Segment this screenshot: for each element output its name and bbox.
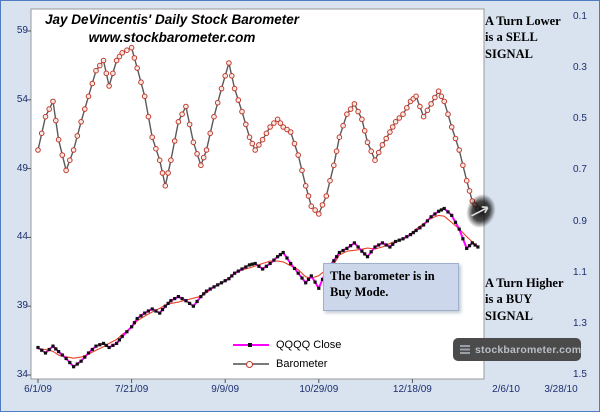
legend-item-qqqq: QQQQ Close bbox=[233, 335, 341, 354]
chart-website: www.stockbarometer.com bbox=[88, 29, 256, 45]
chart-title: Jay DeVincentis' Daily Stock Barometer bbox=[44, 12, 300, 27]
y-axis-right-tick-label: 1.3 bbox=[573, 317, 587, 329]
turn-highlight-blob bbox=[454, 181, 508, 241]
legend-label-barometer: Barometer bbox=[276, 357, 328, 370]
circle-marker-icon bbox=[246, 360, 253, 368]
y-axis-left-tick-label: 39 bbox=[16, 300, 28, 312]
y-axis-right-tick-label: 0.1 bbox=[573, 11, 587, 22]
legend-item-barometer: Barometer bbox=[233, 354, 341, 373]
y-axis-left-tick-label: 44 bbox=[16, 231, 28, 243]
watermark-logo-icon bbox=[460, 345, 470, 354]
turn-arrow-icon bbox=[471, 206, 489, 217]
y-axis-right-tick-label: 0.3 bbox=[573, 62, 587, 74]
y-axis-right-tick-label: 0.7 bbox=[573, 164, 587, 176]
y-axis-left-tick-label: 49 bbox=[16, 162, 28, 174]
watermark: stockbarometer.com bbox=[453, 338, 581, 361]
watermark-text: stockbarometer.com bbox=[475, 343, 582, 356]
barometer-line-sample bbox=[233, 360, 269, 368]
y-axis-right-tick-label: 1.5 bbox=[573, 368, 587, 380]
y-axis-right-tick-label: 0.5 bbox=[573, 113, 587, 125]
x-axis-tick-label: 3/28/10 bbox=[544, 384, 578, 395]
square-marker-icon bbox=[248, 342, 252, 347]
buy-signal-note: A Turn Higher is a BUY SIGNAL bbox=[485, 276, 564, 323]
y-axis-right-tick-label: 1.1 bbox=[573, 266, 587, 278]
x-axis-tick-label: 2/6/10 bbox=[492, 384, 520, 395]
legend: QQQQ Close Barometer bbox=[233, 335, 341, 373]
series-barometer bbox=[35, 44, 481, 217]
x-axis-tick-label: 10/29/09 bbox=[299, 384, 339, 395]
legend-label-qqqq: QQQQ Close bbox=[276, 338, 342, 351]
chart-title-block: Jay DeVincentis' Daily Stock Barometer w… bbox=[37, 11, 307, 46]
y-axis-left-tick-label: 54 bbox=[16, 93, 28, 105]
y-axis-right-tick-label: 0.9 bbox=[573, 215, 587, 227]
x-axis-tick-label: 7/21/09 bbox=[114, 384, 149, 395]
y-axis-left-tick-label: 34 bbox=[16, 369, 28, 380]
buy-mode-callout: The barometer is in Buy Mode. bbox=[323, 263, 459, 311]
x-axis-tick-label: 6/1/09 bbox=[24, 384, 52, 395]
qqqq-line-sample bbox=[233, 342, 269, 347]
x-axis-tick-label: 9/9/09 bbox=[211, 384, 240, 395]
x-axis-tick-label: 12/18/09 bbox=[392, 384, 432, 395]
sell-signal-note: A Turn Lower is a SELL SIGNAL bbox=[485, 14, 561, 61]
y-axis-left-tick-label: 59 bbox=[16, 25, 28, 36]
